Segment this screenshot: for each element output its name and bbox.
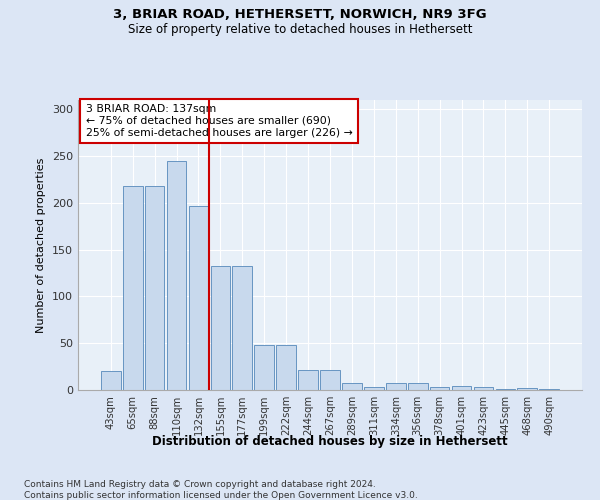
Bar [254,345,274,390]
Bar [517,388,537,390]
Text: Distribution of detached houses by size in Hethersett: Distribution of detached houses by size … [152,435,508,448]
Bar [101,372,121,390]
Bar [123,186,143,390]
Bar [167,161,187,390]
Text: Size of property relative to detached houses in Hethersett: Size of property relative to detached ho… [128,22,472,36]
Bar [452,386,472,390]
Bar [342,382,362,390]
Text: Contains HM Land Registry data © Crown copyright and database right 2024.
Contai: Contains HM Land Registry data © Crown c… [24,480,418,500]
Bar [496,389,515,390]
Bar [320,370,340,390]
Bar [473,387,493,390]
Bar [298,370,318,390]
Y-axis label: Number of detached properties: Number of detached properties [37,158,46,332]
Bar [145,186,164,390]
Bar [188,206,208,390]
Text: 3, BRIAR ROAD, HETHERSETT, NORWICH, NR9 3FG: 3, BRIAR ROAD, HETHERSETT, NORWICH, NR9 … [113,8,487,20]
Bar [211,266,230,390]
Text: 3 BRIAR ROAD: 137sqm
← 75% of detached houses are smaller (690)
25% of semi-deta: 3 BRIAR ROAD: 137sqm ← 75% of detached h… [86,104,352,138]
Bar [386,382,406,390]
Bar [430,387,449,390]
Bar [408,382,428,390]
Bar [276,345,296,390]
Bar [232,266,252,390]
Bar [364,387,384,390]
Bar [539,389,559,390]
